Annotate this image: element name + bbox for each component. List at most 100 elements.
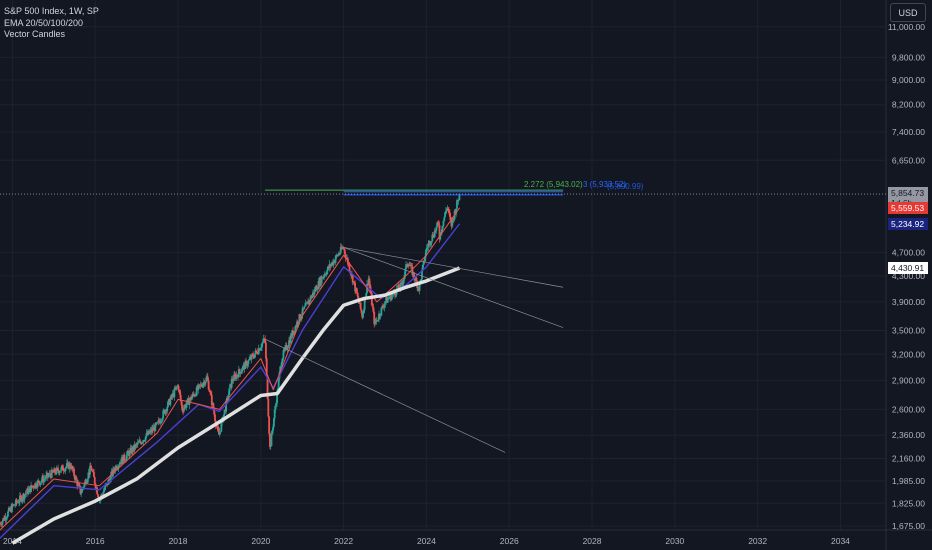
candle-body	[49, 473, 52, 476]
symbol-title[interactable]: S&P 500 Index, 1W, SP	[4, 6, 99, 16]
candle-body	[355, 287, 358, 294]
candle-body	[127, 451, 130, 453]
x-tick-label: 2026	[500, 536, 519, 546]
candle-body	[177, 385, 180, 390]
candle-body	[232, 380, 235, 382]
chart-legend: S&P 500 Index, 1W, SP EMA 20/50/100/200 …	[4, 6, 99, 41]
fib-label-green: 2.272 (5,943.02)	[524, 180, 583, 189]
candle-body	[238, 369, 241, 372]
candle-body	[24, 493, 27, 495]
candle-body	[217, 426, 220, 432]
fib-label-blue: 3 (5,933.52)	[583, 180, 627, 189]
candle-body	[62, 470, 65, 472]
candle-body	[59, 470, 62, 472]
candle-body	[404, 268, 407, 276]
candle-body	[304, 305, 306, 307]
candle-body	[173, 388, 176, 397]
candle-body	[397, 284, 400, 289]
candle-body	[449, 216, 452, 221]
candle-body	[382, 306, 384, 308]
candle-body	[418, 283, 421, 291]
candle-body	[375, 320, 378, 322]
y-tick-label: 3,500.00	[892, 326, 925, 336]
candle-body	[427, 243, 430, 248]
trendline	[264, 338, 506, 453]
candle-body	[5, 518, 8, 520]
candle-body	[206, 376, 209, 381]
x-tick-label: 2034	[831, 536, 850, 546]
candle-body	[124, 459, 127, 461]
candle-body	[256, 351, 259, 354]
candle-body	[301, 308, 304, 316]
candle-body	[337, 253, 340, 256]
candle-body	[30, 485, 32, 492]
candle-body	[204, 381, 207, 385]
candle-body	[183, 407, 185, 412]
candle-body	[356, 293, 359, 296]
candle-body	[87, 472, 90, 480]
candle-body	[386, 298, 389, 303]
candle-body	[431, 234, 434, 241]
candle-body	[64, 468, 67, 472]
candle-body	[179, 389, 181, 395]
vector-candles-label[interactable]: Vector Candles	[4, 29, 66, 39]
candle-body	[362, 309, 365, 313]
candle-body	[27, 488, 30, 494]
candle-body	[442, 220, 445, 227]
candle-body	[170, 394, 173, 400]
candle-body	[14, 504, 17, 506]
candle-body	[236, 374, 239, 376]
candle-body	[112, 468, 114, 476]
candle-body	[365, 293, 368, 300]
ema-slow-line	[11, 266, 461, 545]
candle-body	[270, 433, 273, 446]
ema-indicator-label[interactable]: EMA 20/50/100/200	[4, 17, 84, 28]
candle-body	[354, 282, 357, 292]
fib-label-blue-lower: (5,890.99)	[607, 182, 644, 191]
candle-body	[89, 466, 91, 475]
candle-body	[313, 289, 316, 295]
last-price-value: 5,854.73	[891, 188, 925, 199]
candle-body	[261, 341, 264, 344]
candle-body	[223, 409, 226, 415]
candle-body	[225, 400, 228, 412]
candle-body	[93, 471, 95, 478]
candle-body	[51, 469, 54, 472]
candle-body	[261, 343, 263, 348]
candle-body	[292, 330, 295, 335]
candle-body	[76, 480, 79, 487]
candle-body	[195, 387, 198, 396]
candle-body	[266, 375, 269, 399]
candle-body	[430, 240, 433, 244]
candle-body	[437, 222, 439, 224]
trendline	[343, 246, 564, 288]
candle-body	[410, 265, 413, 267]
candle-body	[57, 468, 60, 472]
candle-body	[45, 475, 48, 479]
candle-body	[248, 359, 251, 361]
x-tick-label: 2014	[3, 536, 22, 546]
candle-body	[42, 478, 45, 483]
candle-body	[401, 282, 403, 284]
candle-body	[136, 442, 139, 445]
candle-body	[200, 384, 203, 386]
candle-body	[441, 226, 444, 230]
candle-body	[35, 487, 38, 488]
y-tick-label: 2,160.00	[892, 454, 925, 464]
candle-body	[377, 319, 380, 321]
ema-fast-tag: 5,559.53	[888, 201, 928, 214]
candle-body	[445, 209, 448, 211]
candle-body	[162, 410, 165, 419]
x-tick-label: 2018	[169, 536, 188, 546]
candle-body	[311, 295, 314, 299]
candle-body	[343, 249, 346, 255]
candle-body	[394, 294, 397, 296]
candle-body	[38, 480, 40, 484]
currency-button[interactable]: USD	[890, 3, 926, 22]
y-tick-label: 8,200.00	[892, 100, 925, 110]
candle-body	[451, 219, 454, 227]
candle-body	[432, 234, 435, 238]
candle-body	[376, 320, 379, 321]
candle-body	[309, 296, 312, 302]
